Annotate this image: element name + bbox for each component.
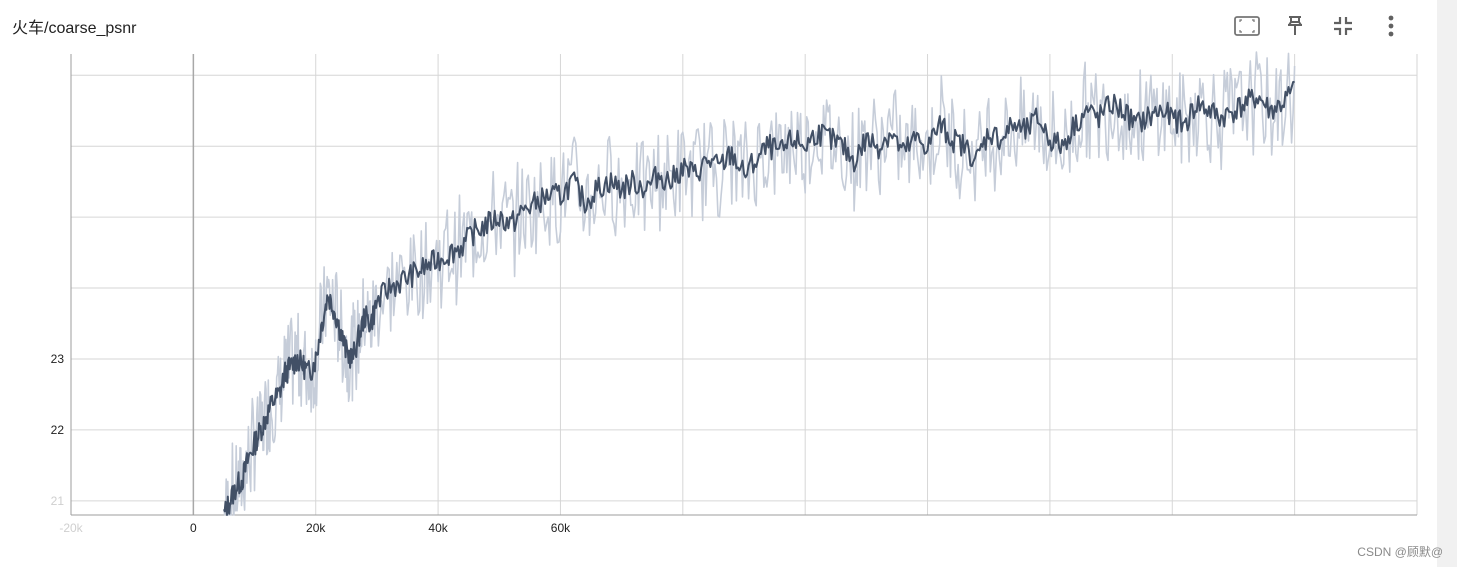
pin-button[interactable]	[1271, 10, 1319, 42]
collapse-icon	[1334, 17, 1352, 35]
fit-domain-button[interactable]	[1223, 10, 1271, 42]
card-toolbar	[1223, 10, 1415, 42]
page-scrollbar[interactable]	[1437, 0, 1457, 567]
x-tick-label: 20k	[306, 521, 326, 535]
collapse-button[interactable]	[1319, 10, 1367, 42]
more-options-button[interactable]	[1367, 10, 1415, 42]
x-tick-label: -20k	[59, 521, 83, 535]
fit-to-screen-icon	[1234, 16, 1260, 36]
more-vert-icon	[1388, 15, 1394, 37]
x-tick-label: 60k	[551, 521, 571, 535]
pin-icon	[1288, 16, 1302, 35]
y-tick-label: 22	[51, 423, 65, 437]
x-tick-label: 0	[190, 521, 197, 535]
y-tick-label: 23	[51, 352, 65, 366]
card-title: 火车/coarse_psnr	[12, 20, 137, 37]
watermark: CSDN @顾默@	[1357, 545, 1443, 559]
y-tick-label: 21	[51, 494, 65, 508]
smoothed-series-line	[223, 80, 1295, 516]
x-tick-label: 40k	[428, 521, 448, 535]
